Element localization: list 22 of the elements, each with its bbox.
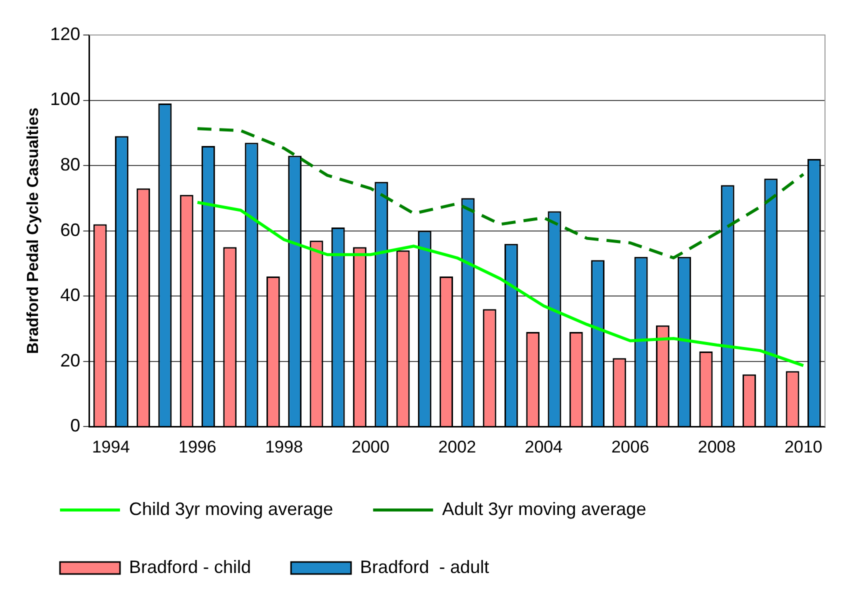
y-axis-title: Bradford Pedal Cycle Casualties (25, 108, 42, 354)
x-tick-label: 2008 (698, 437, 736, 456)
y-tick-label: 20 (60, 350, 80, 370)
x-tick-label: 2010 (784, 437, 822, 456)
y-tick-label: 40 (60, 285, 80, 306)
y-tick-label: 60 (60, 220, 80, 240)
y-tick-label: 120 (50, 24, 80, 44)
y-tick-label: 100 (50, 89, 80, 110)
x-tick-label: 2006 (611, 437, 650, 456)
x-tick-label: 1998 (265, 437, 303, 456)
x-tick-label: 2002 (438, 437, 476, 456)
x-tick-label: 2004 (524, 437, 563, 456)
legend-label: Adult 3yr moving average (442, 498, 646, 519)
legend-label: Bradford - adult (360, 556, 490, 577)
x-tick-label: 1994 (92, 437, 130, 456)
legend-label: Bradford - child (129, 556, 252, 577)
legend-label: Child 3yr moving average (129, 498, 334, 519)
y-tick-label: 0 (70, 416, 80, 436)
y-tick-label: 80 (60, 154, 80, 174)
x-tick-label: 2000 (352, 437, 390, 456)
line-series (196, 127, 805, 260)
x-tick-label: 1996 (178, 437, 216, 456)
